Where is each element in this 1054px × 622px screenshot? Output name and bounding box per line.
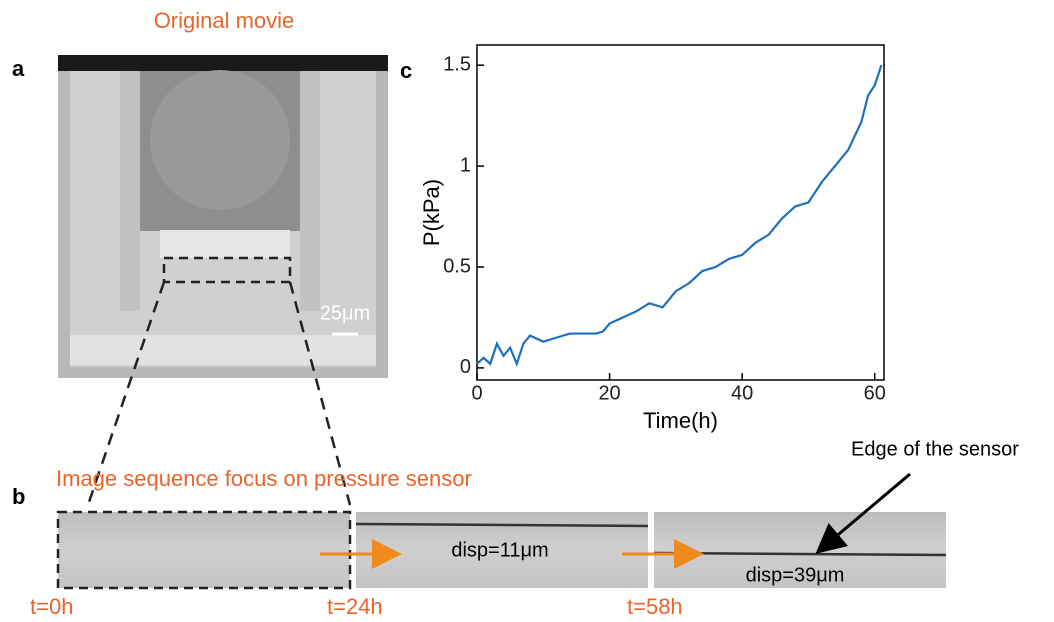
time-label: t=24h [327,594,383,619]
x-tick-label: 60 [864,382,886,404]
panel-title: Original movie [154,8,295,33]
annotation: Edge of the sensor [851,438,1019,460]
micrograph [58,55,388,378]
x-tick-label: 40 [731,382,753,404]
time-label: t=58h [627,594,683,619]
data-line [476,64,883,368]
x-tick-label: 20 [598,382,620,404]
panel-label: a [12,56,25,81]
disp-label: disp=39μm [746,564,845,586]
x-axis-label: Time(h) [643,408,718,433]
time-label: t=0h [30,594,73,619]
y-tick-label: 0.5 [443,255,471,277]
disp-label: disp=11μm [451,539,548,561]
x-tick-label: 0 [471,382,482,404]
scale-bar-label: 25μm [320,302,370,324]
frames [56,472,947,590]
y-tick-label: 0 [460,356,471,378]
panel-label: c [400,58,412,83]
y-axis-label: P(kPa) [419,179,444,246]
y-tick-label: 1.5 [443,53,471,75]
panel-label: b [12,484,25,509]
plot-frame [476,44,885,381]
y-tick-label: 1 [460,154,471,176]
panel-title: Image sequence focus on pressure sensor [56,466,472,491]
